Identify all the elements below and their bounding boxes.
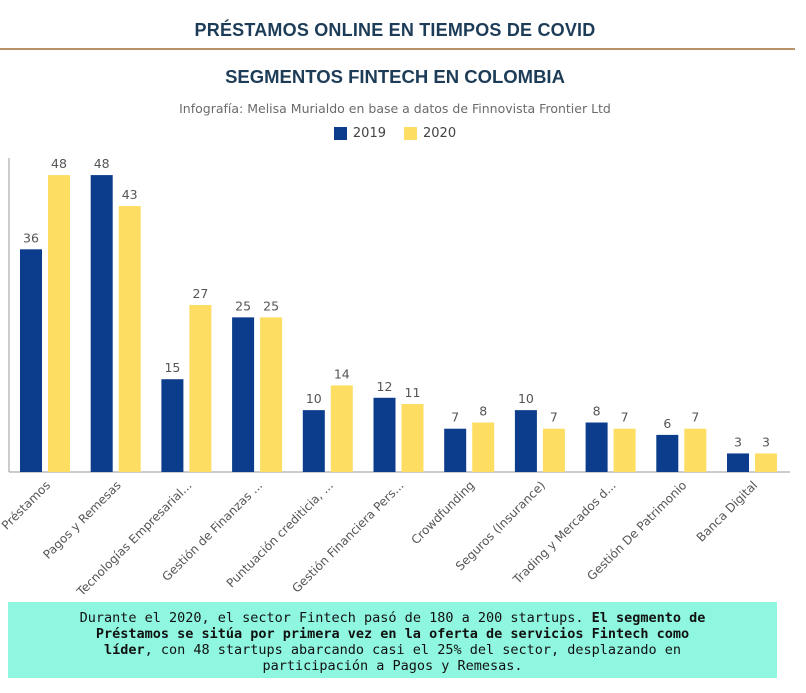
note-text-rest: , con 48 startups abarcando casi el 25% … (144, 642, 682, 674)
data-label-2019-10: 6 (663, 416, 671, 431)
chart-title: SEGMENTOS FINTECH EN COLOMBIA (225, 66, 565, 87)
data-label-2020-10: 7 (691, 410, 699, 425)
data-label-2020-4: 25 (263, 298, 279, 313)
data-label-2019-2: 48 (94, 156, 110, 171)
data-label-2020-5: 14 (334, 366, 350, 381)
data-label-2019-4: 25 (235, 298, 251, 313)
data-label-2020-8: 7 (550, 410, 558, 425)
data-label-2019-8: 10 (518, 391, 534, 406)
legend-item-2019[interactable]: 2019 (333, 126, 386, 141)
data-label-2019-6: 12 (377, 379, 393, 394)
data-label-2019-9: 8 (593, 404, 601, 419)
bar-2019-4[interactable] (232, 317, 255, 472)
summary-note: Durante el 2020, el sector Fintech pasó … (8, 602, 777, 678)
legend-swatch-2020 (404, 127, 417, 140)
bar-2020-7[interactable] (472, 422, 495, 472)
bar-2020-4[interactable] (260, 317, 283, 472)
data-label-2019-5: 10 (306, 391, 322, 406)
data-label-2020-11: 3 (762, 434, 770, 449)
legend-label-2020: 2020 (423, 126, 457, 141)
bar-2020-2[interactable] (118, 206, 141, 472)
chart-subtitle: Infografía: Melisa Murialdo en base a da… (179, 101, 611, 116)
bar-2020-5[interactable] (330, 385, 353, 472)
data-label-2020-1: 48 (51, 156, 67, 171)
data-label-2020-9: 7 (621, 410, 629, 425)
data-label-2020-3: 27 (192, 286, 208, 301)
data-label-2019-3: 15 (164, 360, 180, 375)
data-label-2019-1: 36 (23, 230, 39, 245)
bar-2020-1[interactable] (48, 175, 70, 473)
bar-2020-8[interactable] (542, 428, 565, 472)
bar-2020-10[interactable] (684, 428, 707, 472)
bar-2019-1[interactable] (20, 249, 42, 472)
data-label-2019-11: 3 (734, 434, 742, 449)
legend-item-2020[interactable]: 2020 (404, 126, 456, 141)
x-tick-label-1: Préstamos (0, 478, 53, 532)
bar-2020-11[interactable] (755, 453, 777, 472)
bar-2019-5[interactable] (302, 410, 325, 472)
data-label-2019-7: 7 (451, 410, 459, 425)
x-tick-label-11: Banca Digital (694, 478, 760, 544)
page-title: PRÉSTAMOS ONLINE EN TIEMPOS DE COVID (194, 20, 596, 40)
data-label-2020-6: 11 (405, 385, 421, 400)
header-divider (0, 48, 795, 50)
bar-2019-2[interactable] (90, 175, 113, 473)
legend-swatch-2019 (333, 127, 347, 140)
x-tick-label-3: Tecnologías Empresarial... (73, 478, 194, 599)
bar-2019-3[interactable] (161, 379, 184, 472)
bar-2019-7[interactable] (444, 428, 467, 472)
bar-2020-3[interactable] (189, 304, 212, 472)
bar-2020-6[interactable] (401, 403, 424, 472)
data-label-2020-2: 43 (122, 187, 138, 202)
bar-2019-9[interactable] (585, 422, 608, 472)
x-tick-label-7: Crowdfunding (408, 478, 477, 547)
x-tick-label-6: Gestión Financiera Pers... (289, 478, 406, 595)
bar-2019-6[interactable] (373, 397, 396, 472)
chart-legend: 2019 2020 (0, 126, 790, 141)
bar-2020-9[interactable] (613, 428, 636, 472)
note-text-intro: Durante el 2020, el sector Fintech pasó … (79, 610, 592, 626)
data-label-2020-7: 8 (479, 404, 487, 419)
bar-2019-11[interactable] (727, 453, 749, 472)
bar-2019-8[interactable] (514, 410, 537, 472)
x-tick-label-2: Pagos y Remesas (40, 478, 124, 562)
legend-label-2019: 2019 (352, 126, 386, 141)
note-text-highlight: El segmento de Préstamos se sitúa por pr… (95, 610, 706, 658)
bar-2019-10[interactable] (656, 434, 679, 472)
